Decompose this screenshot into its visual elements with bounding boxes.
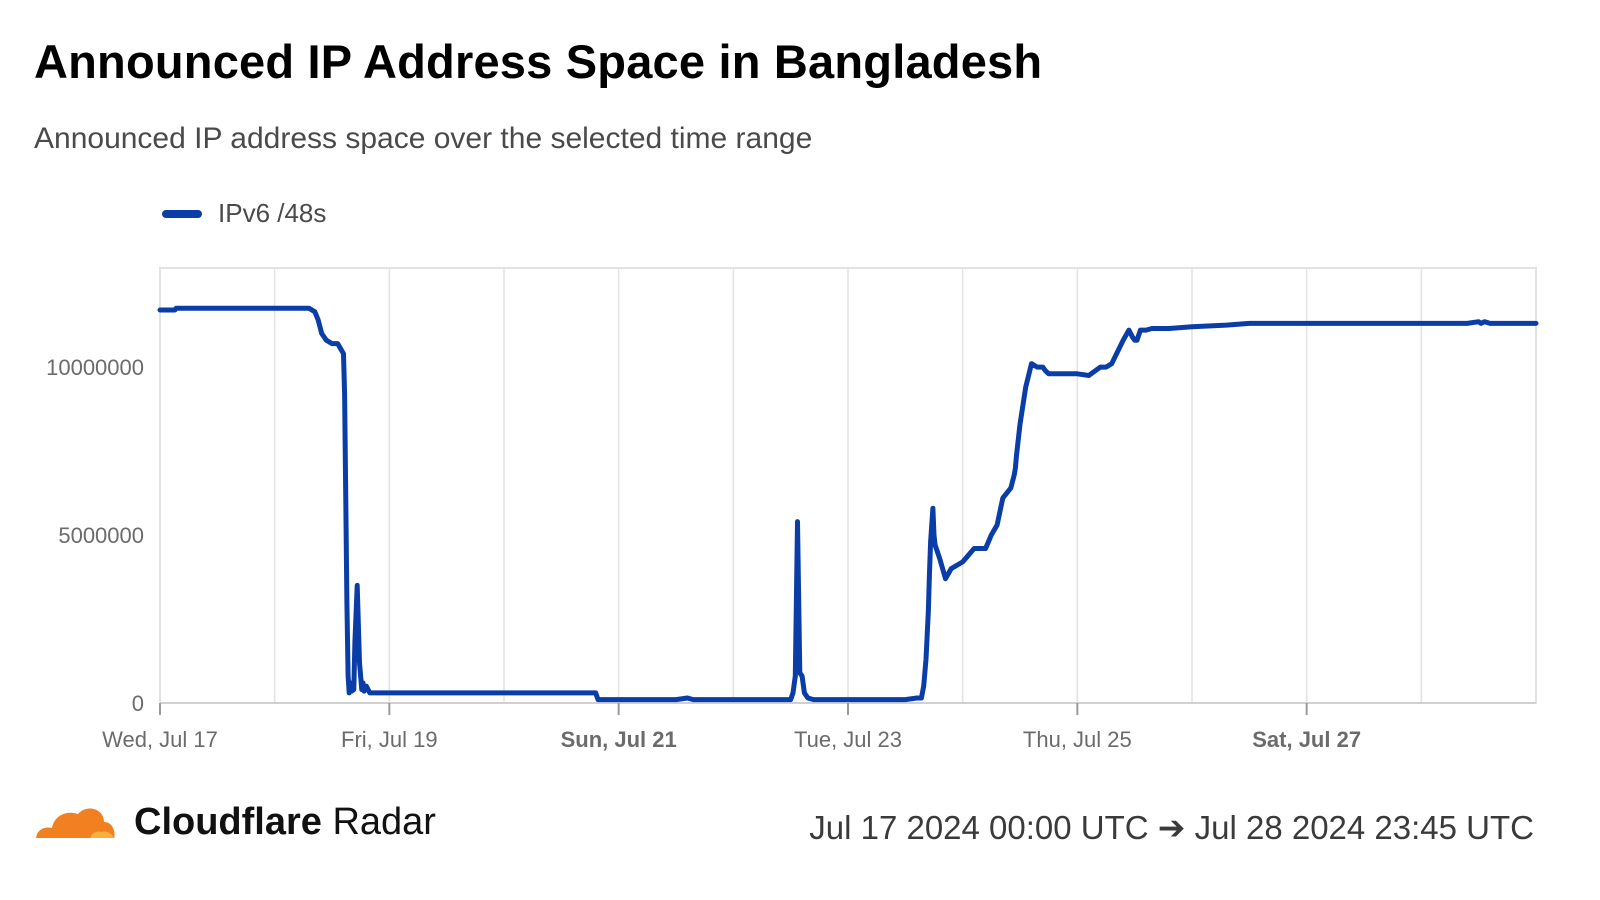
y-tick-label: 0 xyxy=(132,691,144,716)
brand-name: Cloudflare xyxy=(134,800,322,843)
cloudflare-cloud-icon xyxy=(32,808,116,842)
series-layer xyxy=(157,305,1539,703)
chart-subtitle: Announced IP address space over the sele… xyxy=(34,122,813,155)
x-tick-label: Fri, Jul 19 xyxy=(341,727,438,752)
chart-title: Announced IP Address Space in Bangladesh xyxy=(34,35,1043,88)
legend-swatch xyxy=(162,209,202,218)
legend-label: IPv6 /48s xyxy=(218,198,327,228)
grid-layer xyxy=(159,267,1537,704)
x-tick-label: Sun, Jul 21 xyxy=(561,727,677,752)
x-tick-label: Wed, Jul 17 xyxy=(102,727,218,752)
x-tick-label: Sat, Jul 27 xyxy=(1252,727,1361,752)
line-chart: Wed, Jul 17 Fri, Jul 19 Sun, Jul 21 Tue, Ju… xyxy=(46,267,1539,752)
y-tick-label: 5000000 xyxy=(58,523,144,548)
series-line-ipv6-48s xyxy=(157,305,1539,703)
brand-product: Radar xyxy=(321,800,436,843)
time-range: Jul 17 2024 00:00 UTC ➔ Jul 28 2024 23:4… xyxy=(809,809,1534,846)
brand-text: Cloudflare Radar xyxy=(134,801,436,844)
cloudflare-radar-brand[interactable]: Cloudflare Radar xyxy=(32,800,436,844)
x-tick-label: Thu, Jul 25 xyxy=(1023,727,1132,752)
axis-layer: Wed, Jul 17 Fri, Jul 19 Sun, Jul 21 Tue, Ju… xyxy=(46,355,1536,752)
legend[interactable]: IPv6 /48s xyxy=(162,198,326,229)
y-tick-label: 10000000 xyxy=(46,355,144,380)
x-tick-label: Tue, Jul 23 xyxy=(794,727,902,752)
